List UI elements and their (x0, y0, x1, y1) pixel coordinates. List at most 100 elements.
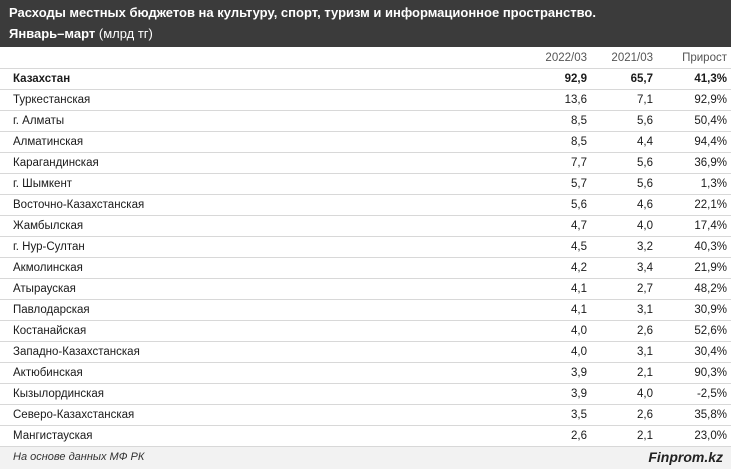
growth-value: 22,1% (694, 199, 727, 211)
growth-value: 36,9% (694, 157, 727, 169)
value-cell: 4,7 (571, 220, 587, 232)
chart-footer: На основе данных МФ РК Finprom.kz (0, 447, 731, 469)
region-name: Западно-Казахстанская (13, 346, 140, 358)
table-row: Костанайская 4,0 2,6 52,6% (0, 321, 731, 342)
region-name: г. Алматы (13, 115, 65, 127)
region-name: Акмолинская (13, 262, 83, 274)
source-note: На основе данных МФ РК (13, 451, 145, 463)
table-row: Актюбинская 3,9 2,1 90,3% (0, 363, 731, 384)
table-row: Кызылординская 3,9 4,0 -2,5% (0, 384, 731, 405)
table-row: Жамбылская 4,7 4,0 17,4% (0, 216, 731, 237)
value-cell: 92,9 (564, 73, 587, 85)
value-cell: 2,6 (637, 325, 653, 337)
table-row: г. Нур-Султан 4,5 3,2 40,3% (0, 237, 731, 258)
value-cell: 5,6 (637, 115, 653, 127)
growth-value: 30,4% (694, 346, 727, 358)
growth-value: 48,2% (694, 283, 727, 295)
value-cell: 2,7 (637, 283, 653, 295)
value-cell: 4,1 (571, 304, 587, 316)
chart-title: Расходы местных бюджетов на культуру, сп… (9, 5, 596, 20)
value-cell: 3,5 (571, 409, 587, 421)
table-row: Западно-Казахстанская 4,0 3,1 30,4% (0, 342, 731, 363)
table-row: Северо-Казахстанская 3,5 2,6 35,8% (0, 405, 731, 426)
value-cell: 7,7 (571, 157, 587, 169)
value-cell: 4,0 (637, 388, 653, 400)
growth-value: -2,5% (696, 388, 727, 400)
region-name: Карагандинская (13, 157, 99, 169)
table-row: г. Алматы 8,5 5,6 50,4% (0, 111, 731, 132)
value-cell: 4,6 (637, 199, 653, 211)
growth-value: 94,4% (694, 136, 727, 148)
table-row: Павлодарская 4,1 3,1 30,9% (0, 300, 731, 321)
growth-value: 90,3% (694, 367, 727, 379)
region-name: Костанайская (13, 325, 87, 337)
table-row-total: Казахстан 92,9 65,7 41,3% (0, 69, 731, 90)
chart-header: Расходы местных бюджетов на культуру, сп… (0, 0, 731, 47)
period-label: Январь–март (9, 26, 96, 41)
value-cell: 4,5 (571, 241, 587, 253)
table-row: Восточно-Казахстанская 5,6 4,6 22,1% (0, 195, 731, 216)
region-name: Казахстан (13, 73, 71, 85)
table-row: г. Шымкент 5,7 5,6 1,3% (0, 174, 731, 195)
region-name: г. Нур-Султан (13, 241, 85, 253)
brand-logo: Finprom.kz (648, 449, 723, 465)
value-cell: 2,1 (637, 430, 653, 442)
value-cell: 4,0 (571, 346, 587, 358)
region-name: Восточно-Казахстанская (13, 199, 145, 211)
value-cell: 2,6 (571, 430, 587, 442)
column-header: Прирост (682, 52, 727, 64)
region-name: Северо-Казахстанская (13, 409, 135, 421)
region-name: Актюбинская (13, 367, 83, 379)
table-row: Туркестанская 13,6 7,1 92,9% (0, 90, 731, 111)
value-cell: 4,1 (571, 283, 587, 295)
value-cell: 13,6 (564, 94, 587, 106)
value-cell: 5,6 (637, 178, 653, 190)
growth-value: 50,4% (694, 115, 727, 127)
growth-value: 40,3% (694, 241, 727, 253)
region-name: Жамбылская (13, 220, 84, 232)
value-cell: 8,5 (571, 115, 587, 127)
value-cell: 5,6 (571, 199, 587, 211)
table-row: Атырауская 4,1 2,7 48,2% (0, 279, 731, 300)
region-name: Алматинская (13, 136, 84, 148)
value-cell: 4,0 (571, 325, 587, 337)
unit-label: (млрд тг) (98, 26, 153, 41)
region-name: Мангистауская (13, 430, 93, 442)
growth-value: 23,0% (694, 430, 727, 442)
growth-value: 17,4% (694, 220, 727, 232)
growth-value: 35,8% (694, 409, 727, 421)
value-cell: 3,9 (571, 388, 587, 400)
region-name: г. Шымкент (13, 178, 73, 190)
growth-value: 21,9% (694, 262, 727, 274)
region-name: Туркестанская (13, 94, 91, 106)
value-cell: 4,4 (637, 136, 653, 148)
value-cell: 65,7 (630, 73, 653, 85)
table-row: Акмолинская 4,2 3,4 21,9% (0, 258, 731, 279)
table-row: Мангистауская 2,6 2,1 23,0% (0, 426, 731, 447)
region-name: Кызылординская (13, 388, 105, 400)
data-table: 2022/03 2021/03 Прирост Казахстан 92,9 65,7 41… (0, 50, 731, 447)
value-cell: 3,1 (637, 304, 653, 316)
value-cell: 3,4 (637, 262, 653, 274)
growth-value: 30,9% (694, 304, 727, 316)
value-cell: 4,2 (571, 262, 587, 274)
growth-value: 1,3% (700, 178, 727, 190)
growth-value: 52,6% (694, 325, 727, 337)
chart-subtitle: Январь–март (млрд тг) (9, 26, 153, 41)
column-header: 2021/03 (611, 52, 653, 64)
value-cell: 8,5 (571, 136, 587, 148)
growth-value: 92,9% (694, 94, 727, 106)
value-cell: 7,1 (637, 94, 653, 106)
region-name: Атырауская (13, 283, 76, 295)
region-name: Павлодарская (13, 304, 90, 316)
value-cell: 4,0 (637, 220, 653, 232)
value-cell: 3,1 (637, 346, 653, 358)
value-cell: 2,1 (637, 367, 653, 379)
table-row: Алматинская 8,5 4,4 94,4% (0, 132, 731, 153)
growth-value: 41,3% (694, 73, 727, 85)
value-cell: 2,6 (637, 409, 653, 421)
value-cell: 5,6 (637, 157, 653, 169)
column-header: 2022/03 (545, 52, 587, 64)
value-cell: 3,9 (571, 367, 587, 379)
value-cell: 3,2 (637, 241, 653, 253)
